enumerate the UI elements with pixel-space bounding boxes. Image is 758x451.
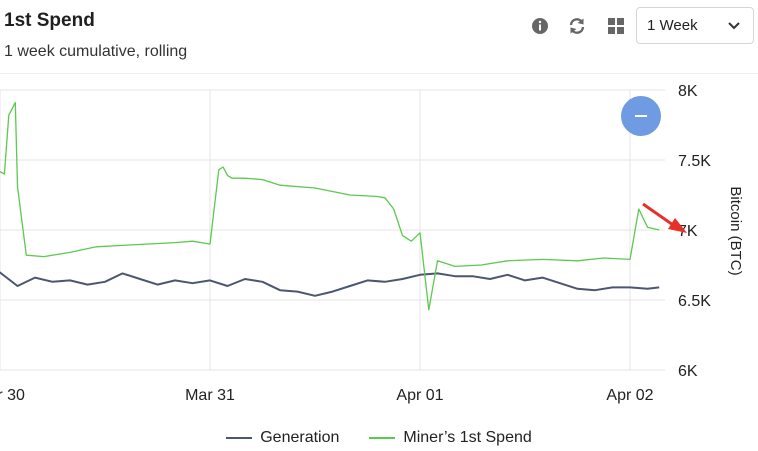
range-select[interactable]: 1 Week [636, 7, 754, 44]
series-line-first-spend [0, 101, 660, 311]
legend: Generation Miner’s 1st Spend [0, 429, 758, 447]
x-tick-labels: Mar 30 Mar 31 Apr 01 Apr 02 [0, 387, 654, 404]
annotation-arrow [642, 202, 687, 233]
y-tick-label: 6K [678, 363, 698, 380]
y-tick-label: 7.5K [678, 153, 711, 170]
y-tick-labels: 6K 6.5K 7K 7.5K 8K [678, 83, 711, 380]
legend-item-first-spend[interactable]: Miner’s 1st Spend [369, 429, 532, 447]
info-icon[interactable] [530, 16, 550, 36]
x-tick-label: Apr 01 [396, 387, 443, 404]
grid-lines [0, 89, 665, 371]
legend-label-first-spend: Miner’s 1st Spend [403, 429, 532, 446]
x-tick-label: Mar 30 [0, 387, 25, 404]
chevron-down-icon [728, 22, 740, 30]
legend-swatch-first-spend [369, 437, 396, 439]
x-tick-label: Mar 31 [185, 387, 235, 404]
header-divider [0, 73, 758, 74]
series-lines [0, 101, 660, 311]
zoom-out-button[interactable] [621, 96, 661, 136]
grid-icon[interactable] [606, 16, 626, 36]
y-tick-label: 6.5K [678, 293, 711, 310]
y-tick-label: 8K [678, 83, 698, 100]
y-tick-label: 7K [678, 223, 698, 240]
legend-swatch-generation [226, 437, 253, 439]
legend-label-generation: Generation [260, 429, 340, 446]
range-select-value: 1 Week [647, 17, 698, 34]
y-axis-label: Bitcoin (BTC) [727, 186, 744, 275]
chart-title: 1st Spend [4, 10, 95, 31]
x-tick-label: Apr 02 [606, 387, 653, 404]
refresh-icon[interactable] [567, 16, 587, 36]
series-line-generation [0, 271, 660, 297]
chart-subtitle: 1 week cumulative, rolling [4, 43, 188, 60]
legend-item-generation[interactable]: Generation [226, 429, 339, 447]
